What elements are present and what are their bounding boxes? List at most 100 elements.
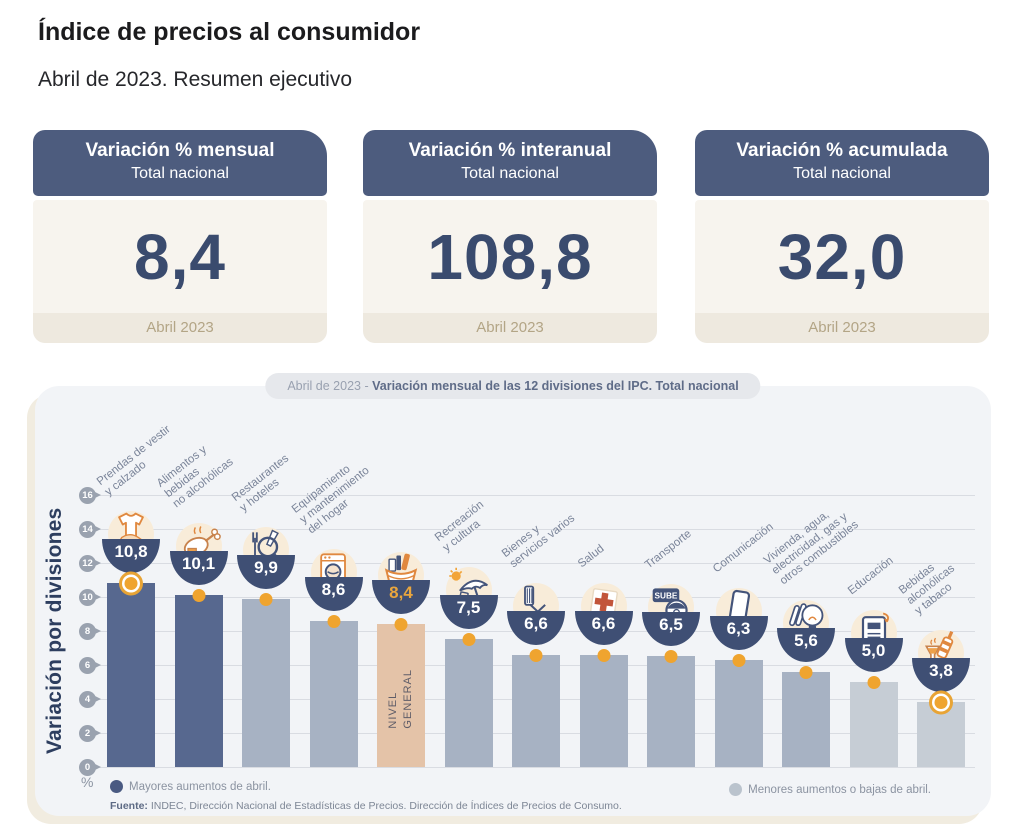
division-label: Educación xyxy=(845,554,896,598)
y-axis-tick: 4 xyxy=(79,690,101,708)
source-label: Fuente: xyxy=(110,800,148,812)
y-axis-tick: 8 xyxy=(79,622,101,640)
division-value: 9,9 xyxy=(254,558,278,577)
division-column-9: Transporte SUBE 6,5 xyxy=(642,386,700,767)
value-basket: 3,8 xyxy=(912,658,970,692)
division-bar xyxy=(512,655,560,767)
bar-top-dot-icon xyxy=(259,593,273,606)
chart-panel: Abril de 2023 - Variación mensual de las… xyxy=(35,373,991,816)
legend-label: Mayores aumentos de abril. xyxy=(129,780,271,793)
value-basket: 6,6 xyxy=(574,611,633,645)
chart-title-prefix: Abril de 2023 - xyxy=(287,379,373,393)
division-column-6: Recreación y cultura 7,5 xyxy=(432,386,498,767)
division-bar xyxy=(579,655,628,767)
division-value: 6,3 xyxy=(726,619,751,638)
division-value: 10,1 xyxy=(181,554,216,573)
division-label: Bienes y servicios varios xyxy=(499,512,578,571)
kpi-period: Abril 2023 xyxy=(363,313,657,343)
bar-top-dot-icon xyxy=(327,615,340,628)
bar-top-dot-icon xyxy=(732,654,745,667)
kpi-card-yearly: Variación % interanual Total nacional 10… xyxy=(363,130,657,343)
kpi-scope: Total nacional xyxy=(793,165,891,182)
health-icon xyxy=(580,581,627,629)
division-bar xyxy=(309,621,358,767)
y-axis-title: Variación por divisiones xyxy=(43,507,66,755)
y-axis-tick: 10 xyxy=(79,588,101,606)
kpi-period: Abril 2023 xyxy=(695,313,989,343)
division-label: Vivienda, agua, electricidad, gas y otro… xyxy=(761,508,861,588)
division-label: Salud xyxy=(575,542,607,571)
division-bar xyxy=(917,702,965,767)
division-column-2: Alimentos y bebidas no alcohólicas 10,1 xyxy=(154,386,235,767)
kpi-title: Variación % acumulada xyxy=(736,140,948,161)
nivel-general-bar-label: NIVEL GENERAL xyxy=(387,669,414,729)
chart-title: Abril de 2023 - Variación mensual de las… xyxy=(265,373,761,399)
legend-dark-dot-icon xyxy=(110,780,123,793)
gridline xyxy=(95,529,975,530)
division-value: 10,8 xyxy=(114,542,148,561)
division-column-4: Equipamiento y mantenimiento del hogar 8… xyxy=(289,386,371,767)
legend-minor-increases: Menores aumentos o bajas de abril. xyxy=(729,783,931,796)
bar-top-dot-icon xyxy=(867,676,880,689)
kpi-title: Variación % interanual xyxy=(408,140,612,161)
division-column-11: Vivienda, agua, electricidad, gas y otro… xyxy=(762,386,861,767)
division-label: Recreación y cultura xyxy=(432,498,486,555)
value-basket: 10,1 xyxy=(169,551,228,585)
bar-top-dot-icon xyxy=(529,649,543,662)
bar-columns: Prendas de vestir y calzado 10,8 Aliment… xyxy=(95,386,970,767)
division-column-8: Salud 6,6 xyxy=(574,386,633,767)
kpi-title: Variación % mensual xyxy=(85,140,275,161)
kpi-body: 32,0 xyxy=(695,200,989,313)
gridline xyxy=(95,495,975,496)
value-basket: 7,5 xyxy=(439,595,498,629)
value-basket: 8,6 xyxy=(304,577,363,611)
legend-major-increases: Mayores aumentos de abril. xyxy=(110,780,271,793)
chart-title-main: Variación mensual de las 12 divisiones d… xyxy=(372,379,739,393)
value-basket: 6,5 xyxy=(642,612,700,646)
y-axis-unit: % xyxy=(81,774,94,790)
kpi-value: 108,8 xyxy=(427,220,593,293)
y-axis-tick: 0 xyxy=(79,758,101,776)
division-bar xyxy=(174,595,223,767)
bar-top-dot-icon xyxy=(664,650,678,663)
division-bar xyxy=(647,656,695,767)
division-label: Comunicación xyxy=(710,520,776,576)
kpi-period: Abril 2023 xyxy=(33,313,327,343)
division-column-10: Comunicación 6,3 xyxy=(709,386,775,767)
value-basket: 6,6 xyxy=(507,611,565,645)
division-bar xyxy=(444,639,493,767)
kpi-body: 108,8 xyxy=(363,200,657,313)
division-bar xyxy=(714,660,763,767)
division-bar xyxy=(782,672,830,767)
division-label: Bebidas alcohólicas y tabaco xyxy=(896,561,958,618)
division-column-12: Educación 5,0 xyxy=(844,386,903,767)
division-column-5: 8,4 NIVEL GENERAL xyxy=(372,386,430,767)
kpi-value: 8,4 xyxy=(134,220,226,293)
svg-text:SUBE: SUBE xyxy=(654,592,677,601)
kpi-card-header: Variación % acumulada Total nacional xyxy=(695,130,989,196)
legend-light-dot-icon xyxy=(729,783,743,796)
value-basket: 10,8 xyxy=(102,539,160,573)
bar-top-dot-icon xyxy=(934,696,948,709)
division-value: 7,5 xyxy=(456,598,481,617)
bar-top-dot-icon xyxy=(192,589,205,602)
kpi-scope: Total nacional xyxy=(461,165,559,182)
y-axis-tick: 2 xyxy=(79,724,101,742)
kpi-scope: Total nacional xyxy=(131,165,229,182)
value-basket: 5,6 xyxy=(777,628,835,662)
division-value: 6,6 xyxy=(524,614,548,633)
division-column-3: Restaurantes y hoteles 9,9 xyxy=(230,386,295,767)
value-basket: 6,3 xyxy=(709,616,768,650)
division-value: 8,4 xyxy=(389,583,413,602)
y-axis-tick: 14 xyxy=(79,520,101,538)
division-value: 8,6 xyxy=(321,580,346,599)
kpi-card-header: Variación % interanual Total nacional xyxy=(363,130,657,196)
division-bar xyxy=(242,599,290,767)
division-bar xyxy=(849,682,898,767)
legend-label: Menores aumentos o bajas de abril. xyxy=(748,783,931,796)
division-label: Transporte xyxy=(642,527,694,572)
division-value: 5,0 xyxy=(861,641,886,660)
division-column-13: Bebidas alcohólicas y tabaco 3,8 xyxy=(897,386,970,767)
bar-top-dot-icon xyxy=(597,649,610,662)
